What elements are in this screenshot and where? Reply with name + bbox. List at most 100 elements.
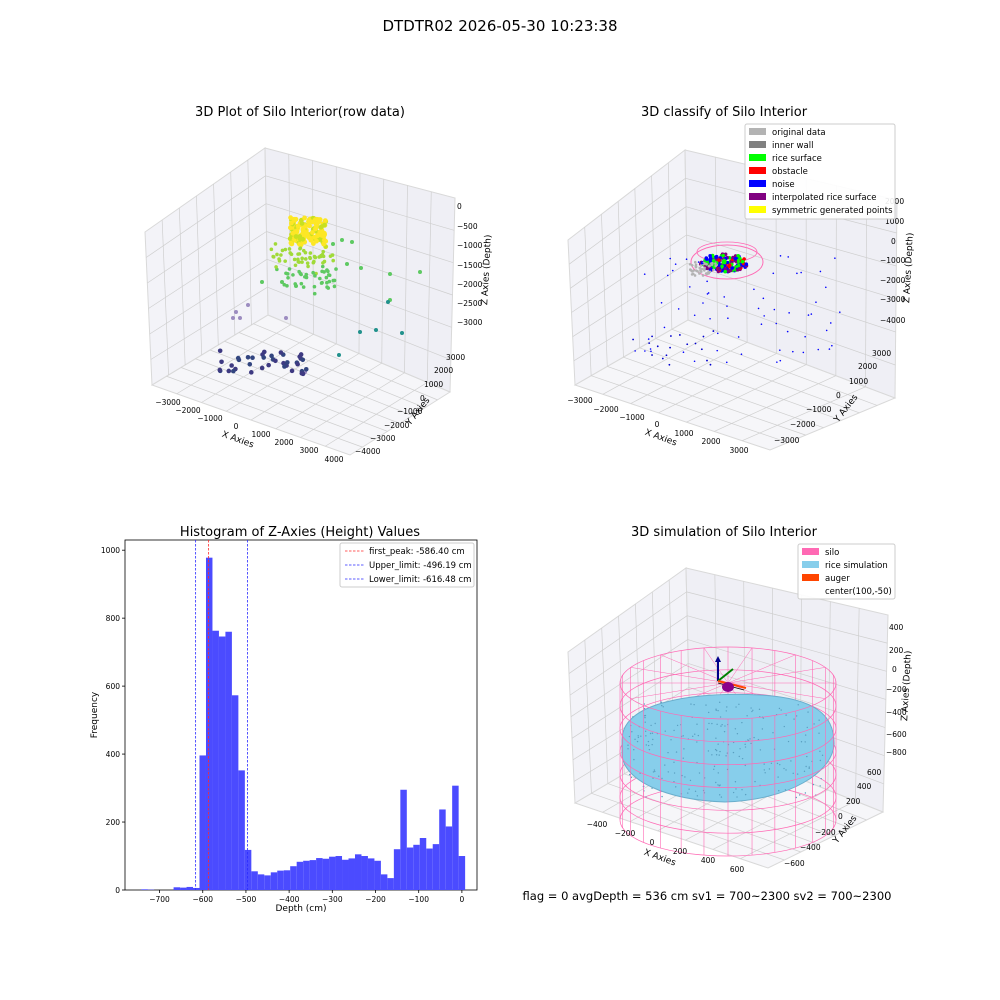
sim-rice-point xyxy=(792,772,794,775)
raw-point xyxy=(318,224,324,230)
sim-silo-spoke xyxy=(727,654,796,684)
hist-bar xyxy=(225,631,232,890)
raw-y-tick: −3000 xyxy=(370,434,396,443)
classify-point xyxy=(829,322,832,324)
raw-point xyxy=(284,271,288,276)
sim-rice-point xyxy=(713,768,715,770)
classify-point xyxy=(699,269,702,273)
classify-grid-line xyxy=(623,356,824,429)
sim-legend-rice: rice simulation xyxy=(825,561,888,571)
sim-rice-point xyxy=(651,743,653,746)
raw-z-tick: −500 xyxy=(457,222,478,231)
hist-bar xyxy=(244,849,252,890)
sim-rice-point xyxy=(627,748,629,750)
classify-point xyxy=(740,353,743,356)
hist-bar xyxy=(231,695,239,890)
classify-point xyxy=(708,257,713,262)
sim-y-tick: −200 xyxy=(815,828,836,837)
classify-legend-swatch-interpolated xyxy=(749,193,766,200)
sim-rice-point xyxy=(664,764,666,766)
hist-x-tick: −400 xyxy=(279,895,300,904)
raw-point xyxy=(289,368,295,374)
sim-y-tick: 0 xyxy=(838,812,843,821)
classify-point xyxy=(737,336,740,338)
sim-rice-point xyxy=(662,706,664,708)
sim-grid-line xyxy=(688,663,886,728)
raw-point xyxy=(310,230,315,235)
sim-rice-point xyxy=(697,734,700,737)
hist-bar xyxy=(393,849,401,890)
sim-rice-point xyxy=(715,749,718,752)
hist-bar xyxy=(361,856,368,890)
raw-grid-line xyxy=(176,324,291,395)
classify-point xyxy=(720,264,724,269)
raw-point xyxy=(319,229,325,235)
classify-point xyxy=(800,271,802,274)
raw-point xyxy=(311,270,315,275)
raw-point xyxy=(292,257,297,262)
hist-bar xyxy=(205,557,213,890)
sim-rice-point xyxy=(819,785,821,787)
raw-point xyxy=(300,236,306,242)
sim-rice-point xyxy=(768,768,771,770)
raw-point xyxy=(297,242,302,247)
sim-rice-point xyxy=(650,724,652,727)
sim-rice-point xyxy=(732,791,735,794)
raw-point xyxy=(278,350,284,355)
raw-grid-line xyxy=(265,175,455,231)
classify-point xyxy=(723,267,728,271)
raw-point xyxy=(345,262,349,266)
raw-point xyxy=(331,242,335,246)
hist-bar xyxy=(400,789,407,890)
sim-rice-point xyxy=(808,767,810,770)
raw-point xyxy=(303,257,308,261)
sim-rice-point xyxy=(720,725,722,727)
sim-title: 3D simulation of Silo Interior xyxy=(631,525,818,540)
raw-grid-line xyxy=(325,382,428,447)
raw-point xyxy=(308,237,314,243)
raw-point xyxy=(296,257,300,262)
hist-bar xyxy=(439,809,446,890)
raw-point xyxy=(292,217,298,223)
sim-rice-point xyxy=(667,751,669,754)
classify-point xyxy=(649,348,652,350)
classify-point xyxy=(786,330,789,333)
hist-bar xyxy=(387,878,394,890)
sim-grid-line xyxy=(687,615,887,672)
sim-rice-point xyxy=(793,718,795,720)
raw-point xyxy=(261,355,267,360)
raw-grid-line xyxy=(147,203,267,284)
raw-point xyxy=(386,300,390,304)
sim-rice-point xyxy=(705,704,707,706)
hist-bar xyxy=(257,874,265,890)
raw-point xyxy=(374,328,378,332)
classify-point xyxy=(706,359,708,362)
classify-legend-rice: rice surface xyxy=(772,154,822,164)
sim-rice-point xyxy=(644,721,646,723)
sim-rice-point xyxy=(688,788,690,790)
sim-rice-point xyxy=(640,735,642,737)
sim-silo-spoke xyxy=(630,682,729,699)
raw-point xyxy=(316,217,322,223)
raw-point xyxy=(288,225,293,231)
classify-z-tick: −3000 xyxy=(880,295,906,304)
raw-point xyxy=(319,281,324,285)
classify-legend-interpolated: interpolated rice surface xyxy=(772,193,877,203)
sim-rice-point xyxy=(690,703,692,705)
raw-points xyxy=(217,215,422,377)
classify-legend-swatch-original xyxy=(749,128,766,135)
raw-point xyxy=(300,357,306,363)
classify-point xyxy=(702,302,704,304)
classify-grid-line xyxy=(671,328,878,406)
raw-point xyxy=(300,260,304,264)
raw-point xyxy=(261,349,267,355)
classify-legend-symmetric: symmetric generated points xyxy=(772,206,893,216)
sim-rice-point xyxy=(714,748,717,751)
raw-point xyxy=(226,368,232,374)
classify-y-tick: 2000 xyxy=(858,362,877,371)
sim-rice-point xyxy=(744,743,746,746)
hist-x-ticks: −700 −600 −500 −400 −300 −200 −100 0 xyxy=(149,890,464,904)
sim-legend-auger: auger xyxy=(825,574,850,584)
raw-point xyxy=(304,272,309,277)
sim-silo-spoke xyxy=(727,682,826,699)
